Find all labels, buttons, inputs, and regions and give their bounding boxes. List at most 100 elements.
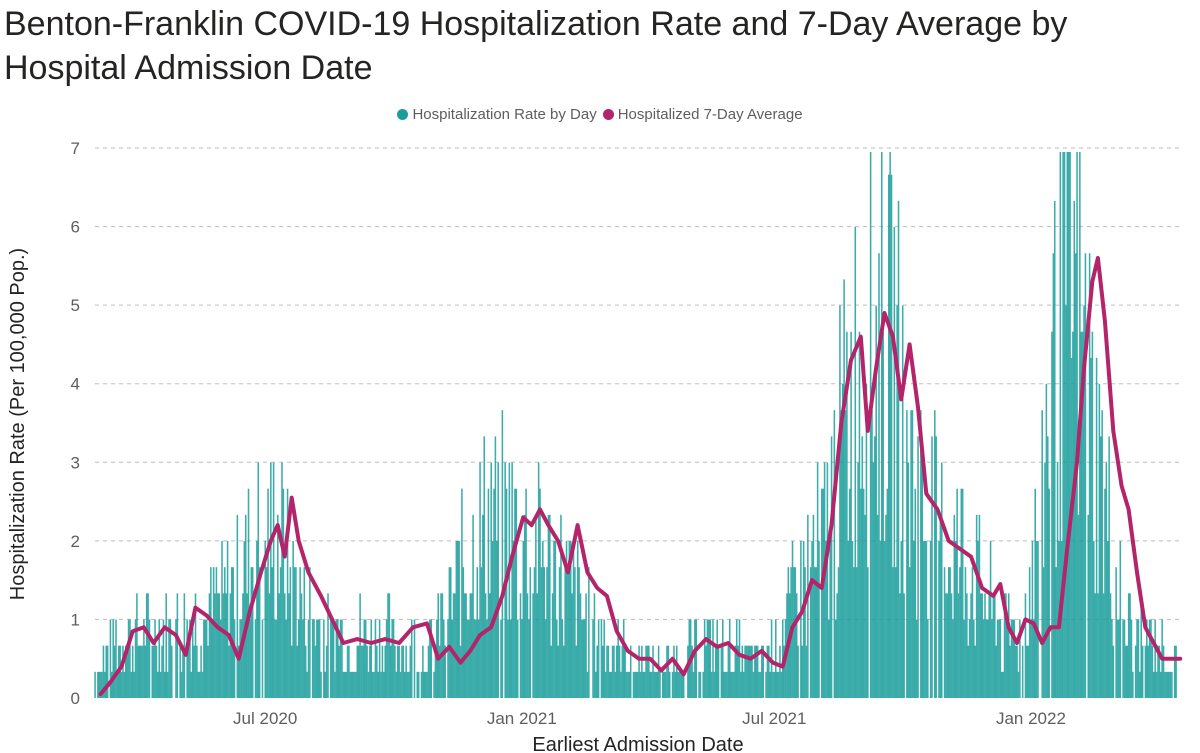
daily-rate-bar xyxy=(359,593,361,698)
daily-rate-bar xyxy=(973,619,975,698)
daily-rate-bar xyxy=(1077,514,1080,698)
seven-day-average-point xyxy=(383,637,387,641)
daily-rate-bar xyxy=(395,671,398,698)
daily-rate-bar xyxy=(380,671,382,698)
daily-rate-bar xyxy=(954,541,957,698)
daily-rate-bar xyxy=(906,410,908,698)
daily-rate-bar xyxy=(122,645,124,698)
daily-rate-bar xyxy=(261,619,264,698)
daily-rate-bar xyxy=(497,462,499,698)
daily-rate-bar xyxy=(733,671,735,698)
daily-rate-bar xyxy=(1026,645,1028,698)
daily-rate-bar xyxy=(417,671,420,698)
daily-rate-bar xyxy=(795,593,798,698)
daily-rate-bar xyxy=(929,541,932,698)
seven-day-average-point xyxy=(771,661,775,665)
daily-rate-bar xyxy=(463,593,466,698)
daily-rate-bar xyxy=(1006,619,1009,698)
daily-rate-bar xyxy=(769,671,771,698)
daily-rate-bar xyxy=(388,593,391,698)
legend-item-7day-average[interactable]: Hospitalized 7-Day Average xyxy=(602,106,803,123)
x-tick-label: Jul 2021 xyxy=(742,709,806,728)
daily-rate-bar xyxy=(635,671,638,698)
daily-rate-bar xyxy=(306,671,308,698)
seven-day-average-point xyxy=(237,657,241,661)
daily-rate-bar xyxy=(222,593,225,698)
daily-rate-bar xyxy=(723,671,725,698)
seven-day-average-point xyxy=(119,664,124,669)
daily-rate-bar xyxy=(154,619,156,698)
daily-rate-bar xyxy=(752,671,755,698)
daily-rate-bar xyxy=(900,541,903,698)
daily-rate-bar xyxy=(1109,593,1112,698)
daily-rate-bar xyxy=(387,593,389,698)
legend-item-daily-rate[interactable]: Hospitalization Rate by Day xyxy=(397,106,597,123)
daily-rate-bar xyxy=(443,619,445,698)
seven-day-average-point xyxy=(726,641,730,645)
daily-rate-bar xyxy=(872,462,875,698)
daily-rate-bar xyxy=(427,645,430,698)
daily-rate-bar xyxy=(1140,593,1143,698)
daily-rate-bar xyxy=(356,645,359,698)
seven-day-average-point xyxy=(916,405,920,409)
daily-rate-bar xyxy=(229,593,232,698)
daily-rate-bar xyxy=(694,619,696,698)
daily-rate-bar xyxy=(1123,619,1126,698)
daily-rate-bar xyxy=(629,645,632,698)
daily-rate-bar xyxy=(839,305,841,698)
daily-rate-bar xyxy=(794,567,797,698)
daily-rate-bar xyxy=(311,619,314,698)
daily-rate-bar xyxy=(369,645,371,698)
daily-rate-bar xyxy=(165,593,167,698)
daily-rate-bar xyxy=(505,488,508,698)
daily-rate-bar xyxy=(1151,645,1154,698)
daily-rate-bar xyxy=(409,645,412,698)
daily-rate-bar xyxy=(840,410,843,698)
daily-rate-bar xyxy=(1002,671,1004,698)
daily-rate-bar xyxy=(604,671,607,698)
daily-rate-bar xyxy=(759,671,762,698)
daily-rate-bar xyxy=(1013,619,1016,698)
daily-rate-bar xyxy=(981,593,983,698)
daily-rate-bar xyxy=(1091,331,1094,698)
daily-rate-bar xyxy=(325,645,328,698)
daily-rate-bar xyxy=(452,593,455,698)
daily-rate-bar xyxy=(650,671,653,698)
daily-rate-bar xyxy=(461,488,463,698)
daily-rate-bar xyxy=(352,671,354,698)
seven-day-average-point xyxy=(500,594,504,598)
daily-rate-bar xyxy=(879,541,882,698)
daily-rate-bar xyxy=(536,593,539,698)
daily-rate-bar xyxy=(662,671,664,698)
daily-rate-bar xyxy=(1098,384,1101,698)
daily-rate-bar xyxy=(508,462,511,698)
seven-day-average-point xyxy=(436,657,440,661)
seven-day-average-point xyxy=(648,657,652,661)
daily-rate-bar xyxy=(869,151,872,698)
daily-rate-bar xyxy=(1112,645,1115,698)
daily-rate-bar xyxy=(1007,593,1010,698)
daily-rate-bar xyxy=(233,619,236,698)
daily-rate-bar xyxy=(1051,331,1053,698)
daily-rate-bar xyxy=(1101,410,1103,698)
daily-rate-bar xyxy=(727,645,730,698)
daily-rate-bar xyxy=(980,593,982,698)
seven-day-average-point xyxy=(715,645,719,649)
daily-rate-bar xyxy=(1090,357,1092,698)
daily-rate-bar xyxy=(560,514,562,698)
daily-rate-bar xyxy=(406,671,409,698)
daily-rate-bar xyxy=(964,567,967,698)
daily-rate-bar xyxy=(203,619,205,698)
seven-day-average-point xyxy=(908,342,912,347)
seven-day-average-point xyxy=(748,657,753,661)
daily-rate-bar xyxy=(385,619,388,698)
daily-rate-bar xyxy=(1102,593,1105,698)
daily-rate-bar xyxy=(168,619,170,698)
daily-rate-bar xyxy=(225,593,227,698)
daily-rate-bar xyxy=(576,541,579,698)
daily-rate-bar xyxy=(124,645,127,698)
daily-rate-bar xyxy=(991,619,993,698)
daily-rate-bar xyxy=(426,671,428,698)
daily-rate-bar xyxy=(240,619,243,698)
seven-day-average-point xyxy=(935,507,940,512)
